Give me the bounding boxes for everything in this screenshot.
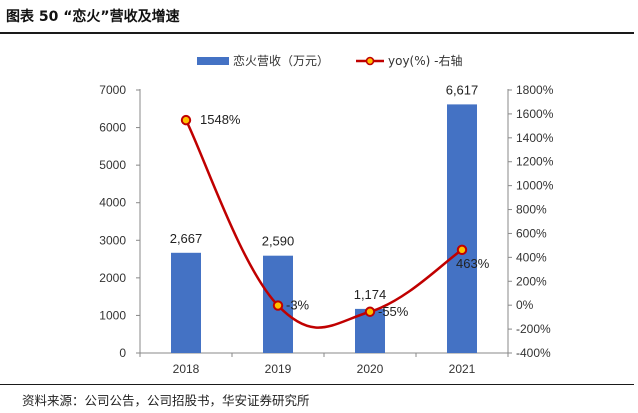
yoy-label: -55% <box>378 304 409 319</box>
left-tick-label: 1000 <box>99 308 126 322</box>
yoy-markers <box>180 114 468 317</box>
revenue-bar-label: 2,590 <box>262 234 295 249</box>
yoy-line-group <box>184 119 463 329</box>
yoy-label: 463% <box>456 256 490 271</box>
left-tick-label: 6000 <box>99 121 126 135</box>
yoy-line <box>184 119 463 329</box>
revenue-bar <box>447 104 477 353</box>
right-tick-label: 0% <box>516 298 534 312</box>
left-tick-label: 5000 <box>99 158 126 172</box>
legend-bar-swatch <box>197 57 229 65</box>
x-tick-label: 2018 <box>173 362 200 376</box>
legend-line-label: yoy(%) -右轴 <box>388 53 462 68</box>
revenue-bar <box>171 252 201 353</box>
left-tick-label: 0 <box>119 346 126 360</box>
right-tick-label: 200% <box>516 274 547 288</box>
legend-line-marker <box>365 56 375 66</box>
left-tick-label: 2000 <box>99 271 126 285</box>
yoy-label: -3% <box>286 298 310 313</box>
right-tick-label: 600% <box>516 226 547 240</box>
right-tick-label: 1600% <box>516 107 554 121</box>
title-rule <box>0 32 634 34</box>
legend: 恋火营收（万元） yoy(%) -右轴 <box>197 53 462 68</box>
right-tick-label: 800% <box>516 203 547 217</box>
source-note: 资料来源：公司公告，公司招股书，华安证券研究所 <box>22 393 310 408</box>
x-axis-ticks: 2018 2019 2020 2021 <box>139 353 509 376</box>
source-rule <box>0 384 634 385</box>
yoy-labels: 1548% -3% -55% 463% <box>200 112 490 319</box>
revenue-bar-label: 1,174 <box>354 287 387 302</box>
yoy-marker <box>272 300 284 311</box>
right-tick-label: -200% <box>516 322 551 336</box>
revenue-bars <box>171 104 477 353</box>
x-tick-label: 2020 <box>357 362 384 376</box>
yoy-marker <box>364 306 376 317</box>
right-tick-label: 1800% <box>516 83 554 97</box>
legend-bar-label: 恋火营收（万元） <box>233 53 329 68</box>
right-tick-label: 400% <box>516 250 547 264</box>
revenue-bar-labels: 2,667 2,590 1,174 6,617 <box>170 82 479 302</box>
yoy-marker <box>456 244 468 256</box>
right-tick-label: 1400% <box>516 131 554 145</box>
left-tick-label: 3000 <box>99 233 126 247</box>
right-tick-label: 1200% <box>516 155 554 169</box>
revenue-bar-label: 6,617 <box>446 82 479 97</box>
revenue-bar-label: 2,667 <box>170 231 203 246</box>
right-tick-label: -400% <box>516 346 551 360</box>
yoy-marker <box>180 114 192 126</box>
left-tick-label: 4000 <box>99 196 126 210</box>
yoy-label: 1548% <box>200 112 241 127</box>
right-tick-label: 1000% <box>516 179 554 193</box>
left-axis-ticks: 0 1000 2000 3000 4000 5000 6000 7000 <box>99 83 140 360</box>
x-tick-label: 2019 <box>265 362 292 376</box>
figure-title: 图表 50 “恋火”营收及增速 <box>6 9 180 25</box>
x-tick-label: 2021 <box>449 362 476 376</box>
left-tick-label: 7000 <box>99 83 126 97</box>
right-axis-ticks: -400% -200% 0% 200% 400% 600% 800% 1000% 1200% 14… <box>508 83 554 360</box>
